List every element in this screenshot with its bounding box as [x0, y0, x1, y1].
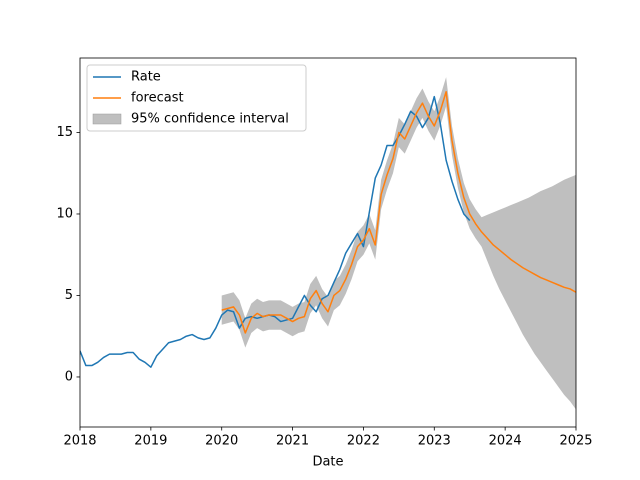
x-tick-label: 2019: [134, 434, 167, 449]
legend-label: Rate: [131, 70, 161, 85]
x-tick-label: 2020: [205, 434, 238, 449]
x-tick-label: 2022: [347, 434, 380, 449]
y-tick-label: 15: [56, 125, 73, 140]
axes-frame: [79, 57, 577, 428]
series-line: [221, 90, 576, 334]
x-axis-label: Date: [312, 455, 343, 470]
confidence-band: [221, 77, 576, 410]
x-tick-label: 2021: [276, 434, 309, 449]
plot-area: [80, 77, 576, 410]
series-line: [80, 95, 471, 368]
legend-label: forecast: [131, 91, 184, 106]
legend-label: 95% confidence interval: [131, 112, 289, 127]
x-tick-label: 2018: [63, 434, 96, 449]
x-tick-label: 2024: [489, 434, 522, 449]
y-tick-label: 5: [65, 288, 73, 303]
y-tick-label: 0: [65, 369, 73, 384]
legend-box: [86, 64, 307, 132]
y-tick-label: 10: [56, 206, 73, 221]
x-tick-label: 2023: [418, 434, 451, 449]
legend-swatch: [92, 113, 122, 125]
x-tick-label: 2025: [559, 434, 592, 449]
